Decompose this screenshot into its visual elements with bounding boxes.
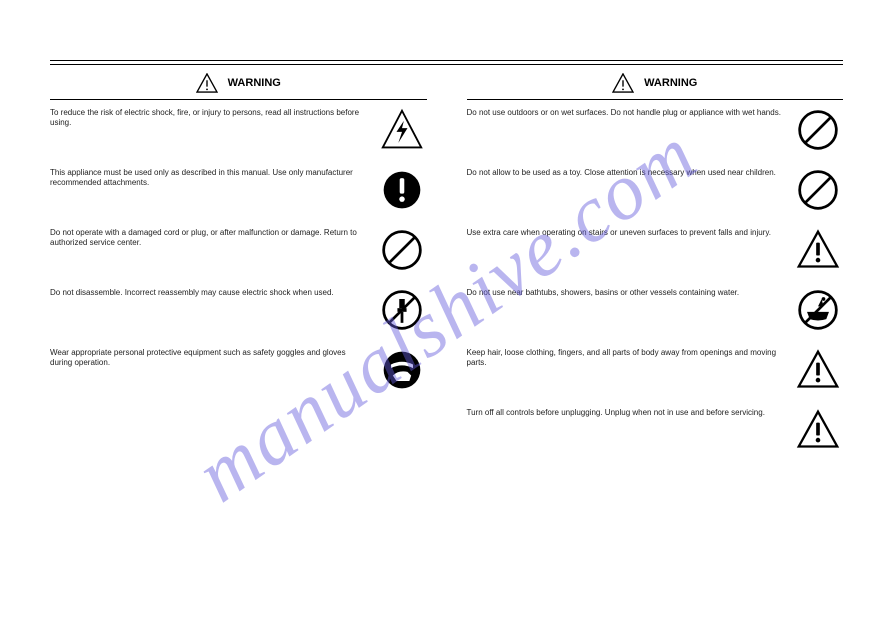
right-item: Do not use outdoors or on wet surfaces. …	[467, 100, 844, 160]
warn-triangle-icon	[612, 73, 634, 93]
item-text: Do not allow to be used as a toy. Close …	[467, 168, 782, 178]
warn-triangle-icon	[196, 73, 218, 93]
right-item: Do not use near bathtubs, showers, basin…	[467, 280, 844, 340]
prohibit-icon	[377, 228, 427, 272]
left-items: To reduce the risk of electric shock, fi…	[50, 100, 427, 400]
item-text: Use extra care when operating on stairs …	[467, 228, 782, 238]
right-column: WARNING Do not use outdoors or on wet su…	[467, 67, 844, 460]
item-text: This appliance must be used only as desc…	[50, 168, 365, 189]
left-item: Do not disassemble. Incorrect reassembly…	[50, 280, 427, 340]
prohibit-icon	[793, 108, 843, 152]
right-item: Turn off all controls before unplugging.…	[467, 400, 844, 460]
left-header: WARNING	[50, 67, 427, 100]
left-item: Do not operate with a damaged cord or pl…	[50, 220, 427, 280]
right-item: Do not allow to be used as a toy. Close …	[467, 160, 844, 220]
warn-triangle-icon	[793, 228, 843, 272]
left-header-text: WARNING	[228, 77, 281, 89]
left-column: WARNING To reduce the risk of electric s…	[50, 67, 427, 460]
no-disassemble-icon	[377, 288, 427, 332]
item-text: Do not operate with a damaged cord or pl…	[50, 228, 365, 249]
right-items: Do not use outdoors or on wet surfaces. …	[467, 100, 844, 460]
left-item: Wear appropriate personal protective equ…	[50, 340, 427, 400]
item-text: To reduce the risk of electric shock, fi…	[50, 108, 365, 129]
item-text: Wear appropriate personal protective equ…	[50, 348, 365, 369]
bolt-triangle-icon	[377, 108, 427, 152]
prohibit-icon	[793, 168, 843, 212]
item-text: Do not disassemble. Incorrect reassembly…	[50, 288, 365, 298]
warn-triangle-icon	[793, 408, 843, 452]
right-item: Keep hair, loose clothing, fingers, and …	[467, 340, 844, 400]
ppe-icon	[377, 348, 427, 392]
columns: WARNING To reduce the risk of electric s…	[50, 67, 843, 460]
left-item: This appliance must be used only as desc…	[50, 160, 427, 220]
top-rule	[50, 60, 843, 65]
no-bath-icon	[793, 288, 843, 332]
right-header: WARNING	[467, 67, 844, 100]
exclaim-circle-filled-icon	[377, 168, 427, 212]
item-text: Turn off all controls before unplugging.…	[467, 408, 782, 418]
right-item: Use extra care when operating on stairs …	[467, 220, 844, 280]
right-header-text: WARNING	[644, 77, 697, 89]
item-text: Keep hair, loose clothing, fingers, and …	[467, 348, 782, 369]
item-text: Do not use near bathtubs, showers, basin…	[467, 288, 782, 298]
manual-page: WARNING To reduce the risk of electric s…	[0, 0, 893, 480]
warn-triangle-icon	[793, 348, 843, 392]
left-item: To reduce the risk of electric shock, fi…	[50, 100, 427, 160]
item-text: Do not use outdoors or on wet surfaces. …	[467, 108, 782, 118]
